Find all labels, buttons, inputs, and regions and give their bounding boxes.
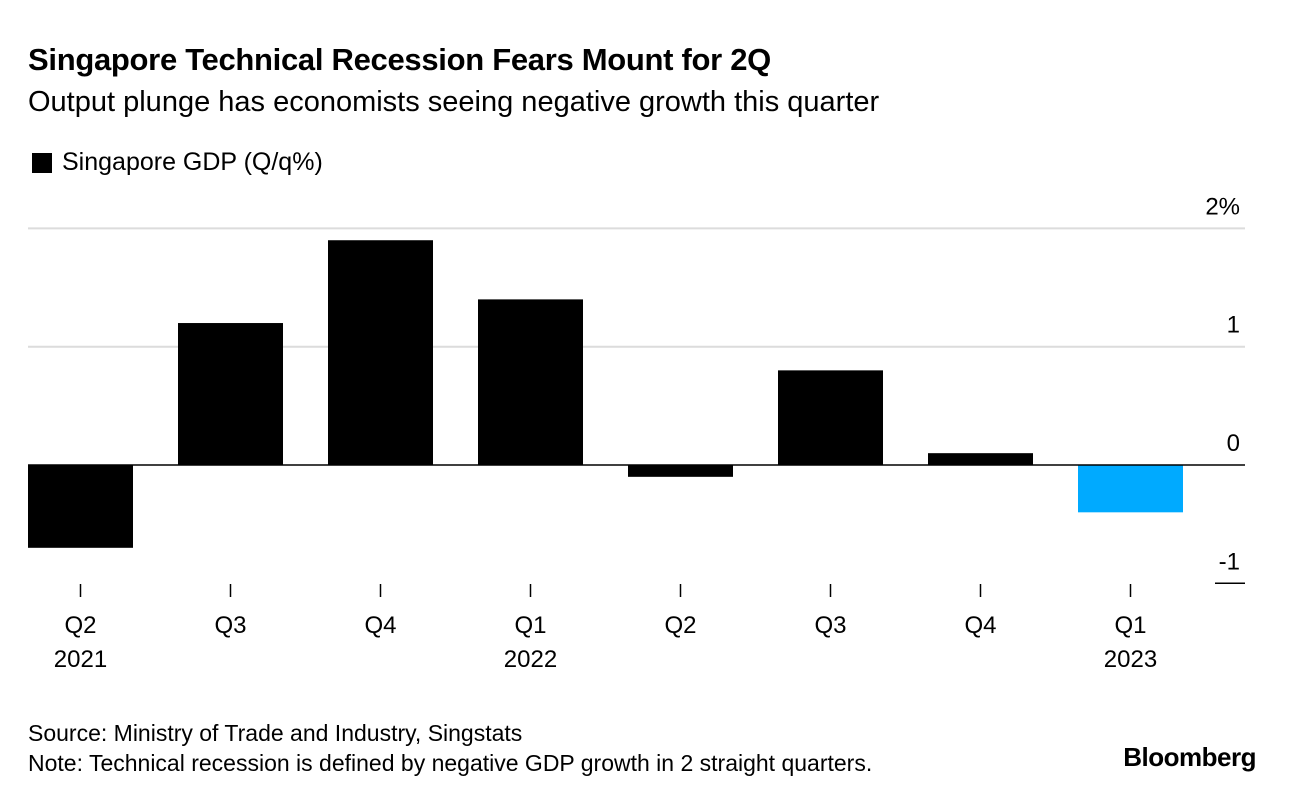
- x-tick-label: Q3: [214, 612, 246, 639]
- legend-swatch: [32, 152, 52, 173]
- x-year-label: 2021: [54, 646, 107, 673]
- x-tick-label: Q4: [964, 612, 996, 639]
- y-tick-label: 1: [1227, 312, 1240, 339]
- x-tick-label: Q1: [514, 612, 546, 639]
- x-tick-label: Q3: [814, 612, 846, 639]
- y-tick-label: -1: [1219, 548, 1240, 575]
- chart-subtitle: Output plunge has economists seeing nega…: [28, 86, 880, 118]
- bar-q4-2021: [328, 240, 433, 465]
- chart-title: Singapore Technical Recession Fears Moun…: [28, 42, 771, 77]
- x-tick-label: Q2: [64, 612, 96, 639]
- bar-q4-2022: [928, 453, 1033, 465]
- x-tick-label: Q4: [364, 612, 396, 639]
- legend-label: Singapore GDP (Q/q%): [62, 148, 323, 176]
- x-tick-label: Q1: [1114, 612, 1146, 639]
- bar-q3-2022: [778, 370, 883, 465]
- bar-q1-2023: [1078, 465, 1183, 513]
- bar-q2-2022: [628, 465, 733, 477]
- bar-q1-2022: [478, 299, 583, 465]
- footnote: Note: Technical recession is defined by …: [28, 750, 873, 776]
- y-tick-label: 2%: [1205, 193, 1240, 220]
- x-year-label: 2022: [504, 646, 557, 673]
- x-year-label: 2023: [1104, 646, 1157, 673]
- bar-q3-2021: [178, 323, 283, 465]
- bar-q2-2021: [28, 465, 133, 548]
- y-tick-label: 0: [1227, 430, 1240, 457]
- legend: Singapore GDP (Q/q%): [32, 148, 323, 177]
- x-tick-label: Q2: [664, 612, 696, 639]
- bloomberg-logo: Bloomberg: [1123, 742, 1256, 772]
- source-note: Source: Ministry of Trade and Industry, …: [28, 720, 523, 746]
